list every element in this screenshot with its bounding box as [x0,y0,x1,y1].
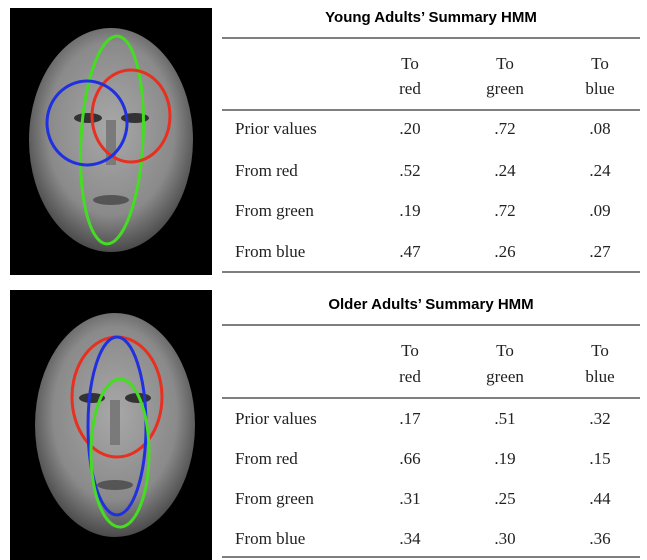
row-label: From red [235,161,298,180]
table-cell: .32 [589,409,610,428]
table-cell: .52 [399,161,420,180]
table-cell: .25 [494,489,515,508]
table-cell: .34 [399,529,421,548]
column-header: blue [585,79,614,98]
column-header: green [486,367,524,386]
face-image-older [10,290,212,560]
table-cell: .72 [494,201,515,220]
column-header: red [399,79,421,98]
column-header: To [401,341,419,360]
table-cell: .17 [399,409,421,428]
figure: Young Adults’ Summary HMM To red To green To b… [0,0,647,560]
table-cell: .66 [399,449,420,468]
table-cell: .44 [589,489,611,508]
table-cell: .27 [589,242,611,261]
table-title: Older Adults’ Summary HMM [328,296,533,313]
table-cell: .26 [494,242,515,261]
row-label: From red [235,449,298,468]
table-title: Young Adults’ Summary HMM [325,9,537,26]
column-header: blue [585,367,614,386]
row-label: From green [235,201,314,220]
row-label: From blue [235,529,305,548]
table-cell: .24 [589,161,611,180]
table-cell: .08 [589,119,610,138]
row-label: Prior values [235,409,317,428]
column-header: red [399,367,421,386]
table-cell: .30 [494,529,515,548]
table-cell: .19 [494,449,515,468]
table-cell: .09 [589,201,610,220]
table-cell: .47 [399,242,421,261]
face-image-young [10,8,212,275]
table-cell: .20 [399,119,420,138]
row-label: From green [235,489,314,508]
column-header: To [591,341,609,360]
column-header: To [401,54,419,73]
table-cell: .36 [589,529,610,548]
row-label: Prior values [235,119,317,138]
column-header: To [591,54,609,73]
column-header: To [496,341,514,360]
table-cell: .31 [399,489,420,508]
table-cell: .24 [494,161,516,180]
table-cell: .15 [589,449,610,468]
column-header: To [496,54,514,73]
table-cell: .51 [494,409,515,428]
table-cell: .72 [494,119,515,138]
row-label: From blue [235,242,305,261]
column-header: green [486,79,524,98]
table-cell: .19 [399,201,420,220]
